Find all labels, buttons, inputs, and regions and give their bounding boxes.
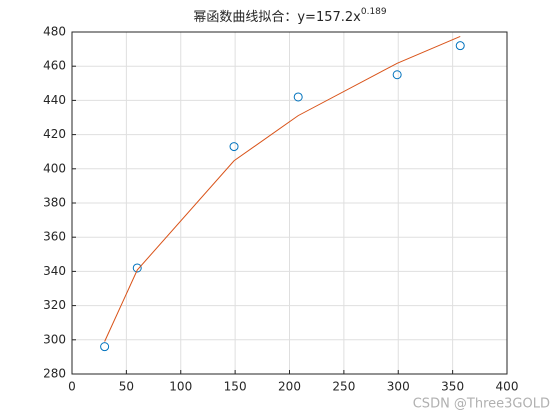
- data-point: [455, 41, 465, 51]
- chart-title: 幂函数曲线拟合：y=157.2x0.189: [193, 7, 387, 25]
- x-tick-label: 150: [224, 380, 247, 394]
- plot-frame: [71, 31, 508, 375]
- x-tick-label: 0: [68, 380, 76, 394]
- title-exponent: 0.189: [361, 7, 387, 17]
- y-tick-label: 440: [43, 93, 66, 107]
- y-tick-label: 340: [43, 264, 66, 278]
- y-tick-label: 300: [43, 332, 66, 346]
- x-tick-label: 200: [278, 380, 301, 394]
- data-point: [229, 142, 239, 152]
- y-tick-label: 380: [43, 196, 66, 210]
- y-tick-label: 400: [43, 161, 66, 175]
- data-point: [293, 92, 303, 102]
- y-tick-label: 420: [43, 127, 66, 141]
- y-tick-label: 480: [43, 25, 66, 39]
- x-tick-label: 250: [332, 380, 355, 394]
- x-tick-label: 400: [496, 380, 519, 394]
- y-tick-label: 320: [43, 298, 66, 312]
- watermark: CSDN @Three3GOLD: [413, 397, 550, 412]
- y-tick-label: 460: [43, 59, 66, 73]
- y-tick-label: 360: [43, 230, 66, 244]
- data-point: [100, 342, 110, 352]
- y-tick-label: 280: [43, 367, 66, 381]
- x-tick-label: 350: [441, 380, 464, 394]
- x-tick-label: 300: [387, 380, 410, 394]
- fit-line: [104, 35, 461, 342]
- data-point: [132, 263, 142, 273]
- x-tick-label: 50: [119, 380, 134, 394]
- x-tick-label: 100: [169, 380, 192, 394]
- data-point: [392, 70, 402, 80]
- title-main: 幂函数曲线拟合：y=157.2x: [193, 10, 361, 25]
